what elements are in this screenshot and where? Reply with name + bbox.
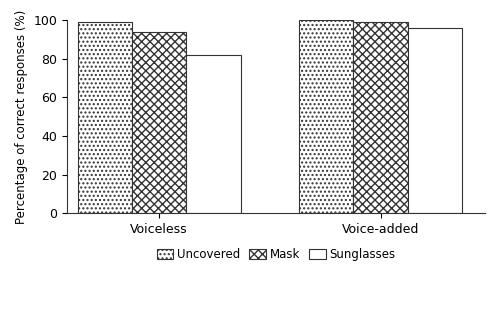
Bar	[354, 22, 408, 214]
Bar	[408, 28, 462, 214]
Y-axis label: Percentage of correct responses (%): Percentage of correct responses (%)	[15, 10, 28, 224]
Legend: Uncovered, Mask, Sunglasses: Uncovered, Mask, Sunglasses	[152, 243, 400, 266]
Bar	[132, 32, 186, 214]
Bar	[186, 55, 240, 214]
Bar	[299, 20, 354, 214]
Bar	[78, 22, 132, 214]
